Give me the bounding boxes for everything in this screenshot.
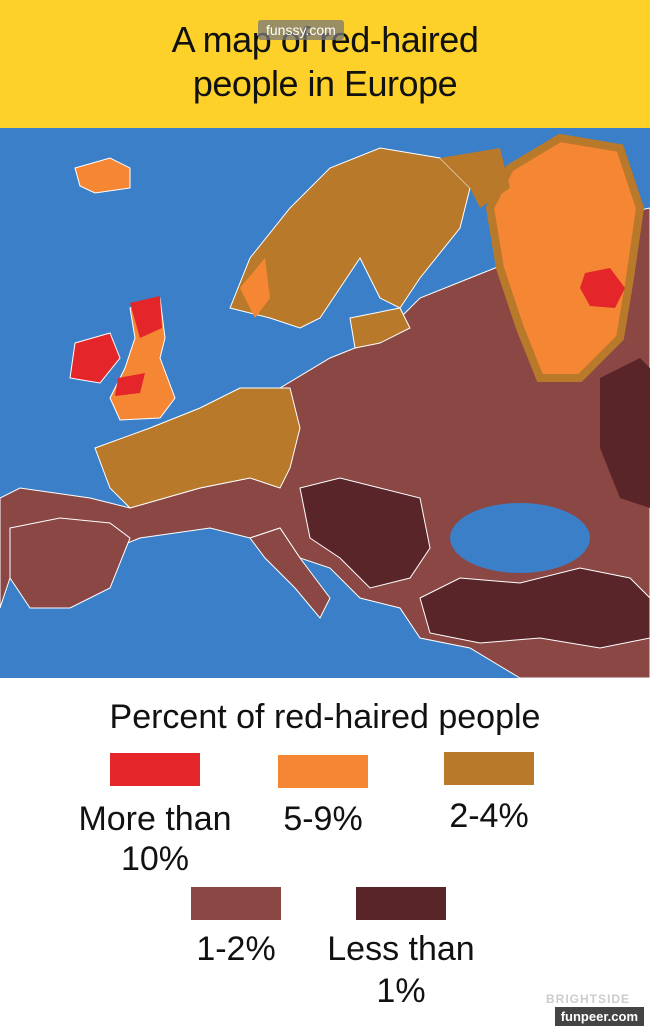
legend-label: 2-4% [449,797,528,835]
legend-label: 1% [376,972,425,1010]
land-2-4 [94,387,301,509]
land-10 [130,296,162,338]
legend-swatch [444,752,534,785]
watermark: funssy.com [258,20,344,40]
land-lt1 [419,567,650,649]
map [0,128,650,678]
land-5-9 [485,133,645,382]
land-10 [69,332,121,384]
land-10 [115,373,145,396]
legend-swatch [356,887,446,920]
watermark: funpeer.com [554,1007,644,1026]
land-1-2 [249,527,331,619]
legend-label: More than [78,800,231,838]
land-2-4 [349,307,411,349]
legend-swatch [110,753,200,786]
legend-label: Less than [327,930,474,968]
legend-label: 10% [121,840,189,878]
land-lt1 [600,358,650,508]
land-lt1 [299,477,431,589]
credit: BRIGHTSIDE [545,992,630,1006]
legend-label: 1-2% [196,930,275,968]
sea [450,503,590,573]
legend-swatch [191,887,281,920]
legend-title: Percent of red-haired people [109,698,541,736]
land-2-4 [229,147,471,329]
land-5-9 [240,258,270,318]
land-10 [580,268,625,308]
land-5-9 [74,157,131,194]
legend-label: 5-9% [283,800,362,838]
land-2-4 [440,148,510,208]
header: A map of red-haired people in Europe fun… [0,0,650,128]
title: A map of red-haired people in Europe [171,19,479,104]
legend-swatch [278,755,368,788]
legend: More than 10% 5-9% 2-4% 1-2% Less than 1% Perc… [0,678,650,1030]
land-1-2 [9,517,131,609]
